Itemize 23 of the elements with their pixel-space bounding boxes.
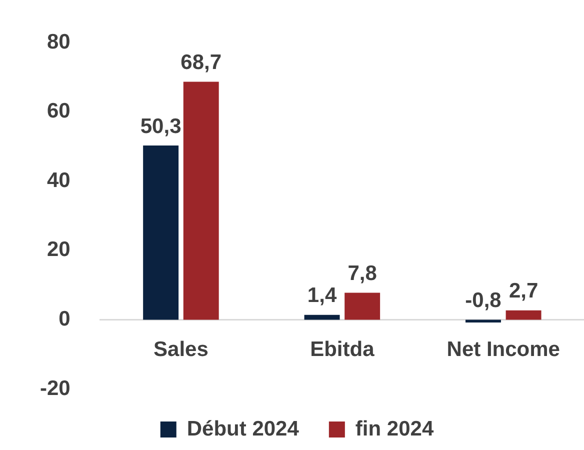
data-label: 7,8 bbox=[348, 262, 378, 285]
data-label: 68,7 bbox=[180, 51, 222, 74]
data-label: 2,7 bbox=[508, 280, 538, 303]
x-tick-label: Net Income bbox=[446, 338, 560, 362]
x-tick-label: Sales bbox=[154, 338, 208, 362]
bar bbox=[466, 320, 501, 322]
y-tick-label: 40 bbox=[46, 168, 70, 192]
data-label: -0,8 bbox=[465, 289, 502, 312]
y-tick-label: -20 bbox=[40, 376, 70, 400]
bar bbox=[143, 145, 179, 320]
x-tick-label: Ebitda bbox=[310, 338, 375, 362]
bar bbox=[344, 292, 380, 320]
y-tick-label: 20 bbox=[46, 238, 70, 262]
data-label: 50,3 bbox=[140, 114, 182, 138]
y-tick-label: 0 bbox=[58, 308, 70, 331]
y-tick-label: 80 bbox=[46, 30, 70, 54]
bar bbox=[304, 314, 340, 320]
bar bbox=[506, 310, 542, 320]
legend-label: fin 2024 bbox=[355, 417, 434, 440]
y-tick-label: 60 bbox=[46, 100, 70, 123]
legend-label: Début 2024 bbox=[186, 417, 300, 440]
data-label: 1,4 bbox=[307, 284, 337, 308]
bar bbox=[183, 82, 219, 320]
